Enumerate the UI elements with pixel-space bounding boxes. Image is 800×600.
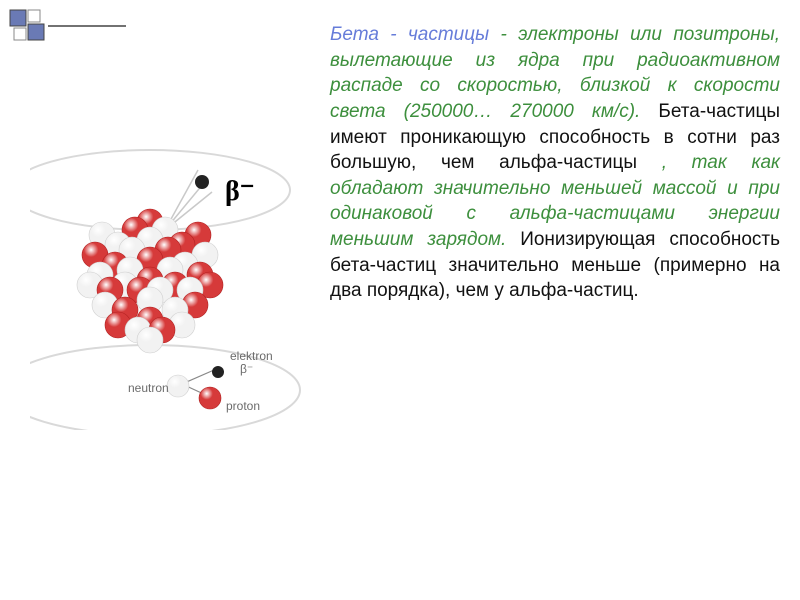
- svg-text:neutron: neutron: [128, 381, 169, 395]
- term-beta-particles: Бета - частицы: [330, 24, 489, 45]
- svg-text:proton: proton: [226, 399, 260, 413]
- slide-body-text: Бета - частицы - электроны или позитроны…: [330, 22, 780, 304]
- deco-square: [28, 24, 44, 40]
- deco-square: [14, 28, 26, 40]
- slide-corner-decoration: [8, 8, 128, 48]
- deco-square: [28, 10, 40, 22]
- svg-text:β⁻: β⁻: [225, 176, 255, 207]
- deco-square: [10, 10, 26, 26]
- svg-text:β⁻: β⁻: [240, 362, 253, 376]
- svg-text:elektron: elektron: [230, 349, 273, 363]
- beta-decay-figure: β⁻elektronβ⁻neutronproton: [30, 130, 310, 430]
